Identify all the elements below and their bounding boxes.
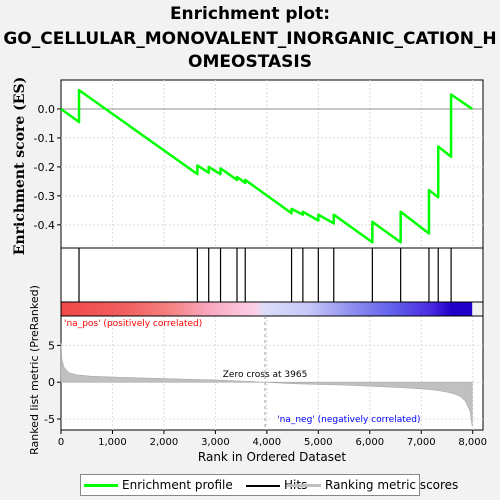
ytick-label-ranking-1: 0: [48, 376, 55, 389]
xtick-label-0: 0: [58, 437, 64, 448]
ytick-label-ranking-0: 5: [48, 339, 55, 352]
xtick-label-2: 2,000: [150, 437, 179, 448]
chart-title-line-1: Enrichment plot:: [169, 4, 331, 24]
ytick-label-enrichment-0: 0.0: [38, 103, 56, 116]
legend: Enrichment profile Hits Ranking metric s…: [80, 474, 458, 496]
enrichment-profile-line: [60, 88, 473, 244]
xtick-label-7: 7,000: [407, 437, 436, 448]
ytick-label-enrichment-3: -0.3: [34, 190, 55, 203]
ranking-metric-area: [60, 343, 473, 427]
zero-cross-label: Zero cross at 3965: [223, 370, 308, 380]
ranking-color-bar: [61, 302, 473, 316]
xtick-label-5: 5,000: [304, 437, 333, 448]
legend-item-enrichment: Enrichment profile: [84, 478, 233, 492]
ytick-label-ranking-2: -5: [44, 413, 55, 426]
ytick-label-enrichment-2: -0.2: [34, 161, 55, 174]
hits-panel: [60, 247, 484, 303]
positive-correlation-label: 'na_pos' (positively correlated): [64, 319, 202, 329]
legend-label-enrichment: Enrichment profile: [122, 478, 233, 492]
xtick-label-4: 4,000: [253, 437, 282, 448]
ranking-color-bar-frame: [60, 301, 484, 317]
ytick-label-enrichment-1: -0.1: [34, 132, 55, 145]
chart-title-line-3: OMEOSTASIS: [188, 52, 312, 72]
y-axis-title-ranking: Ranked list metric (PreRanked): [28, 285, 41, 455]
x-axis-title: Rank in Ordered Dataset: [198, 450, 346, 464]
ranking-panel: [60, 315, 484, 431]
xtick-label-6: 6,000: [355, 437, 384, 448]
legend-swatch-ranking: [287, 484, 321, 487]
enrichment-panel: [60, 79, 484, 249]
legend-swatch-hits: [246, 484, 280, 487]
ytick-label-enrichment-4: -0.4: [34, 219, 55, 232]
legend-swatch-enrichment: [84, 484, 118, 487]
legend-item-ranking: Ranking metric scores: [287, 478, 458, 492]
chart-title-line-2: GO_CELLULAR_MONOVALENT_INORGANIC_CATION_…: [3, 29, 497, 49]
xtick-label-3: 3,000: [201, 437, 230, 448]
xtick-label-8: 8,000: [458, 437, 487, 448]
y-axis-title-enrichment: Enrichment score (ES): [12, 77, 28, 255]
negative-correlation-label: 'na_neg' (negatively correlated): [277, 415, 420, 425]
legend-label-ranking: Ranking metric scores: [325, 478, 459, 492]
xtick-label-1: 1,000: [98, 437, 127, 448]
